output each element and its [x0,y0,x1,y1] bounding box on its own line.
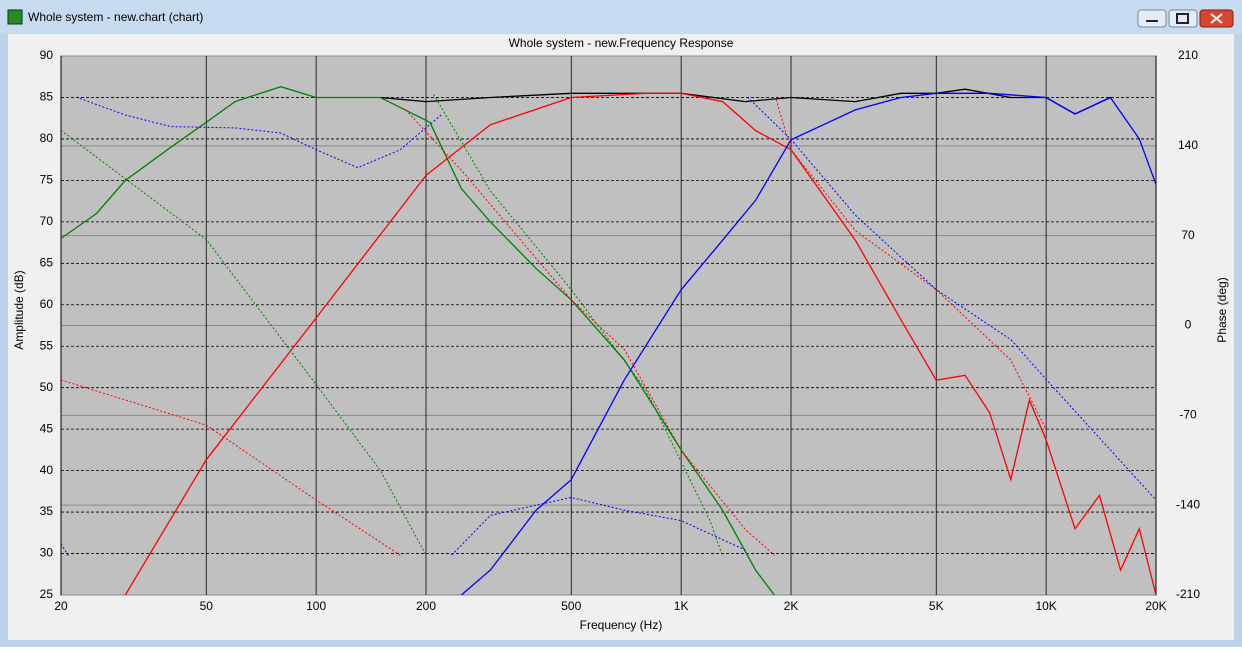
maximize-icon [1176,13,1189,24]
close-icon [1210,13,1223,24]
x-tick-label: 100 [306,599,326,613]
phase-line [61,96,1156,557]
x-axis-label: Frequency (Hz) [580,618,663,632]
y-tick-label: 45 [40,421,54,435]
x-tick-label: 50 [200,599,214,613]
y-tick-label: 35 [40,504,54,518]
x-tick-label: 10K [1035,599,1056,613]
y-tick-label: 50 [40,380,54,394]
y-tick-label: 70 [40,214,54,228]
amplitude-line [124,92,1156,595]
x-tick-label: 200 [416,599,436,613]
x-tick-label: 20 [54,599,68,613]
y-tick-label: 80 [40,131,54,145]
y2-tick-label: 0 [1185,318,1192,332]
y-tick-label: 55 [40,338,54,352]
series-layer [61,86,1156,595]
maximize-button[interactable] [1168,9,1198,28]
y-tick-label: 30 [40,546,54,560]
y-tick-label: 90 [40,48,54,62]
chart-title: Whole system - new.Frequency Response [509,36,734,50]
y-tick-label: 85 [40,90,54,104]
y-tick-label: 40 [40,463,54,477]
y2-tick-label: -140 [1176,497,1200,511]
grid [60,55,1157,596]
x-tick-label: 20K [1145,599,1166,613]
x-tick-label: 1K [674,599,689,613]
y2-axis-label: Phase (deg) [1215,277,1229,342]
y2-tick-label: -210 [1176,587,1200,601]
y2-tick-label: -70 [1179,408,1197,422]
x-tick-label: 2K [784,599,799,613]
x-tick-label: 5K [929,599,944,613]
title-bar [0,0,1242,34]
x-tick-label: 500 [561,599,581,613]
y2-tick-label: 140 [1178,138,1198,152]
y2-tick-label: 70 [1181,228,1195,242]
y2-tick-label: 210 [1178,48,1198,62]
y-axis-label: Amplitude (dB) [12,270,26,349]
phase-line [61,99,1047,556]
minimize-button[interactable] [1137,9,1167,28]
amplitude-line [380,88,1111,115]
window-title: Whole system - new.chart (chart) [28,10,203,24]
app-icon [7,9,23,25]
phase-line [61,94,724,557]
y-tick-label: 75 [40,173,54,187]
y-tick-label: 65 [40,255,54,269]
y-tick-label: 60 [40,297,54,311]
y-tick-label: 25 [40,587,54,601]
amplitude-line [460,92,1156,595]
